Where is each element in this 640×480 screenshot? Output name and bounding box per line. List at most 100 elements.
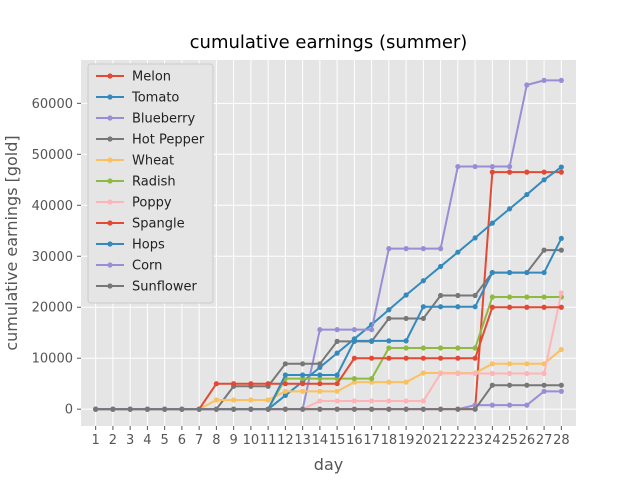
- legend-marker: [107, 262, 113, 268]
- legend-label: Hot Pepper: [132, 133, 205, 148]
- data-point-corn: [489, 402, 495, 408]
- x-tick-label: 10: [243, 433, 260, 448]
- data-point-hops: [300, 372, 306, 378]
- data-point-hot-pepper: [455, 292, 461, 299]
- data-point-tomato: [489, 220, 495, 226]
- series-sunflower: [93, 382, 564, 412]
- data-point-spangle: [265, 381, 271, 387]
- data-point-sunflower: [506, 382, 513, 388]
- data-point-blueberry: [420, 246, 426, 252]
- legend-label: Radish: [132, 175, 176, 190]
- y-axis-ticks: 0 10000 20000 30000 40000 50000 60000: [32, 97, 81, 418]
- legend-item-hops: Hops: [96, 238, 165, 253]
- data-point-wheat: [369, 379, 375, 385]
- legend-item-poppy: Poppy: [96, 196, 172, 211]
- data-point-hops: [541, 269, 547, 276]
- data-point-tomato: [472, 235, 478, 241]
- data-point-poppy: [541, 370, 547, 377]
- legend-item-corn: Corn: [96, 259, 162, 274]
- data-point-radish: [351, 375, 357, 382]
- y-tick-label: 0: [65, 403, 73, 418]
- data-point-sunflower: [541, 382, 547, 388]
- data-point-hops: [489, 269, 495, 276]
- x-tick-label: 25: [501, 433, 518, 448]
- data-point-blueberry: [386, 246, 392, 252]
- x-tick-label: 13: [294, 433, 311, 448]
- data-point-spangle: [541, 304, 547, 310]
- data-point-sunflower: [438, 406, 444, 412]
- y-tick-label: 40000: [32, 199, 73, 214]
- y-tick-label: 60000: [32, 97, 73, 112]
- data-point-hops: [334, 372, 340, 378]
- data-point-hops: [282, 372, 288, 378]
- data-point-hot-pepper: [541, 247, 547, 253]
- y-tick-label: 10000: [32, 352, 73, 367]
- legend-marker: [107, 115, 113, 121]
- data-point-sunflower: [213, 406, 219, 412]
- data-point-hot-pepper: [334, 338, 340, 344]
- legend: Melon Tomato Blueberry Hot Pepper Wheat Radis…: [87, 63, 214, 304]
- y-tick-label: 20000: [32, 301, 73, 316]
- data-point-hops: [403, 338, 409, 344]
- data-point-poppy: [558, 290, 564, 296]
- data-point-sunflower: [179, 406, 185, 412]
- data-point-sunflower: [110, 406, 116, 412]
- data-point-hops: [351, 338, 357, 344]
- data-point-radish: [420, 345, 426, 351]
- data-point-spangle: [558, 304, 564, 310]
- data-point-sunflower: [300, 406, 306, 412]
- x-tick-label: 22: [450, 433, 467, 448]
- x-tick-label: 6: [178, 433, 186, 448]
- legend-marker: [107, 94, 113, 100]
- data-point-radish: [455, 345, 461, 351]
- legend-label: Wheat: [132, 154, 174, 169]
- data-point-radish: [489, 294, 495, 300]
- legend-marker: [107, 220, 113, 226]
- data-point-sunflower: [351, 406, 357, 412]
- x-tick-label: 8: [212, 433, 220, 448]
- data-point-melon: [524, 169, 530, 175]
- data-point-sunflower: [127, 406, 133, 412]
- data-point-poppy: [386, 398, 392, 404]
- data-point-wheat: [420, 370, 426, 376]
- data-point-blueberry: [541, 77, 547, 83]
- data-point-tomato: [506, 206, 513, 212]
- data-point-spangle: [489, 304, 495, 310]
- data-point-radish: [403, 345, 409, 351]
- x-tick-label: 28: [553, 433, 570, 448]
- x-tick-label: 24: [484, 433, 501, 448]
- x-tick-label: 14: [312, 433, 329, 448]
- legend-item-hot-pepper: Hot Pepper: [96, 133, 205, 148]
- data-point-sunflower: [144, 406, 151, 412]
- legend-label: Corn: [132, 259, 162, 274]
- data-point-wheat: [282, 388, 288, 394]
- data-point-radish: [317, 375, 323, 382]
- y-tick-label: 30000: [32, 250, 73, 265]
- legend-item-blueberry: Blueberry: [96, 112, 195, 127]
- data-point-wheat: [213, 397, 219, 403]
- data-point-wheat: [524, 361, 530, 367]
- data-point-spangle: [369, 355, 375, 361]
- x-axis-ticks: 1 2 3 4 5 6 7 8 9 10 11 12 13 14 15 16 17 18 19 20 21 22 23 24 2…: [92, 426, 570, 448]
- legend-item-melon: Melon: [96, 70, 171, 85]
- legend-item-radish: Radish: [96, 175, 176, 190]
- data-point-hops: [455, 304, 461, 310]
- data-point-hot-pepper: [472, 292, 478, 299]
- legend-marker: [107, 241, 113, 247]
- data-point-melon: [541, 169, 547, 175]
- x-tick-label: 1: [92, 433, 100, 448]
- data-point-radish: [438, 345, 444, 351]
- legend-marker: [107, 157, 113, 163]
- x-tick-label: 2: [109, 433, 117, 448]
- x-tick-label: 21: [432, 433, 449, 448]
- legend-marker: [107, 178, 113, 184]
- data-point-sunflower: [265, 406, 271, 412]
- data-point-poppy: [524, 370, 530, 377]
- data-point-poppy: [455, 370, 461, 377]
- data-point-blueberry: [438, 246, 444, 252]
- data-point-radish: [541, 294, 547, 300]
- legend-marker: [107, 283, 113, 289]
- data-point-tomato: [455, 249, 461, 255]
- data-point-wheat: [558, 346, 564, 353]
